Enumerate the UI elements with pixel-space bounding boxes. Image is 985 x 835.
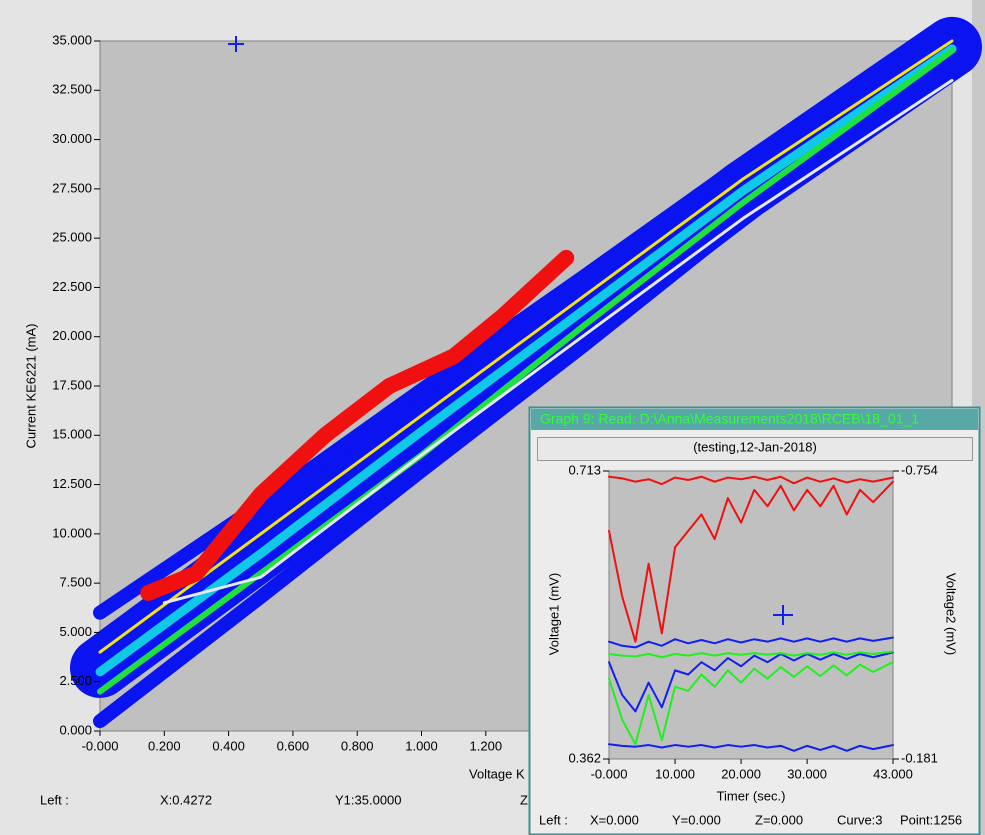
data-line bbox=[608, 636, 894, 649]
x-tick-label: 30.000 bbox=[787, 766, 827, 781]
data-line bbox=[95, 44, 957, 677]
y-tick-label: 0.362 bbox=[568, 750, 601, 765]
x-axis-label: Timer (sec.) bbox=[717, 788, 786, 803]
y-tick-label: 0.713 bbox=[568, 462, 601, 477]
subtitle-box bbox=[537, 437, 973, 461]
status-curve: Curve:3 bbox=[837, 812, 883, 827]
y-axis-label: Voltage1 (mV) bbox=[546, 573, 561, 655]
status-x: X:0.4272 bbox=[160, 792, 212, 807]
data-line bbox=[608, 743, 894, 752]
status-x: X=0.000 bbox=[590, 812, 639, 827]
status-z: Z bbox=[520, 792, 528, 807]
y-axis-label: Current KE6221 (mA) bbox=[23, 324, 38, 449]
x-tick-label: 43.000 bbox=[873, 766, 913, 781]
main-chart: 0.000 2.500 5.000 7.500 10.000 12.500 15.000 17… bbox=[52, 16, 982, 753]
data-line bbox=[97, 47, 955, 695]
subtitle: (testing,12-Jan-2018) bbox=[693, 439, 817, 454]
y-tick-label: 5.000 bbox=[59, 624, 92, 639]
title-bar[interactable] bbox=[531, 409, 978, 430]
y-tick-label: 27.500 bbox=[52, 180, 92, 195]
cursor bbox=[773, 605, 793, 625]
plot-area bbox=[608, 470, 894, 760]
y2-tick-label: -0.181 bbox=[901, 750, 938, 765]
data-line bbox=[162, 78, 954, 605]
status-y: Y=0.000 bbox=[672, 812, 721, 827]
y-tick-label: 25.000 bbox=[52, 230, 92, 245]
x-tick-label: 0.200 bbox=[148, 738, 181, 753]
x-tick-label: 0.800 bbox=[341, 738, 374, 753]
status-bar: Left : X:0.4272 Y1:35.0000 Z bbox=[40, 792, 528, 807]
data-line bbox=[93, 47, 959, 729]
x-tick-label: 0.400 bbox=[212, 738, 245, 753]
x-tick-label: 10.000 bbox=[655, 766, 695, 781]
status-z: Z=0.000 bbox=[755, 812, 803, 827]
y-tick-label: 12.500 bbox=[52, 476, 92, 491]
x-tick-label: 1.200 bbox=[470, 738, 503, 753]
y-tick-label: 17.500 bbox=[52, 377, 92, 392]
y-tick-label: 20.000 bbox=[52, 328, 92, 343]
x-tick-label: 1.000 bbox=[405, 738, 438, 753]
inset-chart: 0.362 0.713 -0.181 -0.754 -0.000 10.000 20.000… bbox=[568, 462, 937, 781]
status-point: Point:1256 bbox=[900, 812, 962, 827]
y-tick-label: 10.000 bbox=[52, 525, 92, 540]
data-line bbox=[608, 480, 894, 643]
x-tick-label: 0.600 bbox=[277, 738, 310, 753]
status-y: Y1:35.0000 bbox=[335, 792, 402, 807]
y-tick-label: 22.500 bbox=[52, 279, 92, 294]
inset-window: Graph 9: Read: D:\Anna\Measurements2018\… bbox=[528, 406, 981, 835]
x-tick-label: 20.000 bbox=[721, 766, 761, 781]
y-tick-label: 2.500 bbox=[59, 673, 92, 688]
window-title: Graph 9: Read: D:\Anna\Measurements2018\… bbox=[540, 411, 919, 427]
y-tick-label: 32.500 bbox=[52, 82, 92, 97]
data-line bbox=[140, 249, 575, 601]
y-tick-label: 0.000 bbox=[59, 722, 92, 737]
data-line bbox=[608, 661, 894, 746]
y-tick-label: 35.000 bbox=[52, 32, 92, 47]
y-tick-label: 7.500 bbox=[59, 575, 92, 590]
y-tick-label: 15.000 bbox=[52, 427, 92, 442]
status-label: Left : bbox=[40, 792, 69, 807]
x-tick-label: -0.000 bbox=[82, 738, 119, 753]
y2-tick-label: -0.754 bbox=[901, 462, 938, 477]
data-line bbox=[98, 39, 954, 654]
x-tick-label: -0.000 bbox=[591, 766, 628, 781]
y-tick-label: 30.000 bbox=[52, 131, 92, 146]
status-label: Left : bbox=[539, 812, 568, 827]
data-line bbox=[608, 475, 894, 486]
data-line bbox=[608, 650, 894, 659]
x-axis-label: Voltage K bbox=[469, 766, 525, 781]
y2-axis-label: Voltage2 (mV) bbox=[944, 573, 959, 655]
cursor bbox=[228, 36, 244, 52]
data-line bbox=[608, 651, 894, 713]
